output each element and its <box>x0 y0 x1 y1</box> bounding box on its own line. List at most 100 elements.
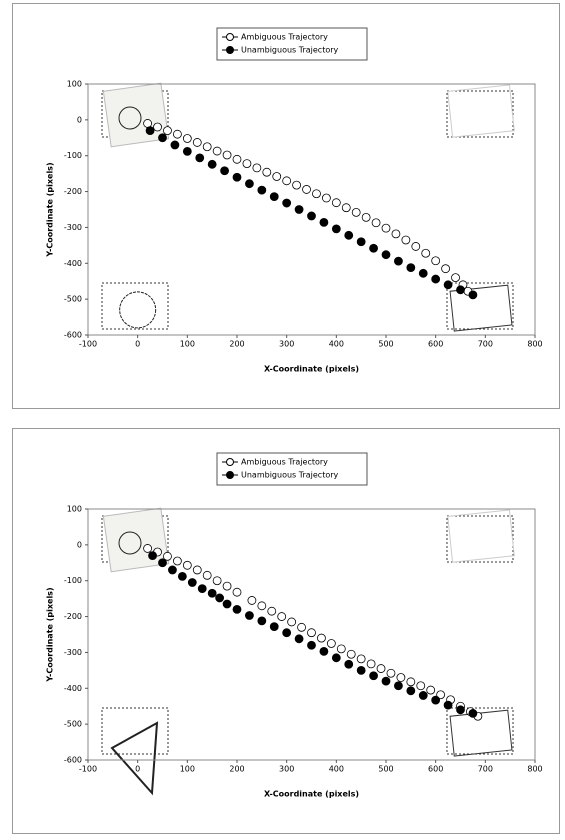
legend-label: Unambiguous Trajectory <box>241 46 339 55</box>
data-point <box>386 668 396 678</box>
data-point <box>312 189 321 199</box>
data-point <box>232 154 242 164</box>
data-point <box>267 606 277 616</box>
data-point <box>282 198 292 208</box>
x-tick-label: 400 <box>329 765 344 774</box>
x-tick-label: -100 <box>79 340 97 349</box>
data-point <box>232 172 242 182</box>
data-point <box>443 700 453 710</box>
data-point <box>331 224 341 234</box>
y-tick-label: -600 <box>64 756 82 765</box>
data-point <box>158 558 167 568</box>
x-tick-label: 100 <box>180 340 195 349</box>
y-tick-label: -600 <box>64 331 82 340</box>
y-tick-label: -500 <box>64 720 82 729</box>
data-point <box>222 581 232 591</box>
data-point <box>192 565 202 575</box>
data-point <box>297 622 306 632</box>
data-point <box>282 628 292 638</box>
y-tick-label: -300 <box>64 223 82 232</box>
data-point <box>326 639 336 648</box>
x-tick-label: 300 <box>279 340 294 349</box>
data-point <box>177 572 187 581</box>
data-point <box>391 229 401 239</box>
target-box <box>446 707 514 755</box>
x-tick-label: 600 <box>428 765 443 774</box>
y-tick-label: -100 <box>64 576 82 585</box>
data-point <box>232 604 242 614</box>
data-point <box>282 176 292 186</box>
y-tick-label: -400 <box>64 259 82 268</box>
data-point <box>242 159 252 169</box>
y-tick-label: 100 <box>67 505 82 514</box>
data-point <box>317 633 326 643</box>
data-point <box>163 551 172 561</box>
x-tick-label: 0 <box>135 765 140 774</box>
legend-marker <box>226 458 234 466</box>
target-box <box>101 282 169 330</box>
data-point <box>257 601 267 611</box>
data-point <box>168 565 177 575</box>
data-point <box>182 147 192 156</box>
data-point <box>346 649 356 659</box>
legend-marker <box>226 471 234 479</box>
data-point <box>257 185 267 195</box>
x-tick-label: 200 <box>229 765 244 774</box>
data-point <box>215 593 225 603</box>
x-tick-label: 200 <box>229 340 244 349</box>
x-tick-label: 0 <box>135 340 140 349</box>
y-tick-label: -100 <box>64 151 82 160</box>
data-point <box>321 193 331 203</box>
y-tick-label: 0 <box>77 115 82 124</box>
data-point <box>406 263 416 272</box>
target-box <box>446 282 514 330</box>
data-point <box>381 250 391 260</box>
x-tick-label: 100 <box>180 765 195 774</box>
y-tick-label: -500 <box>64 295 82 304</box>
x-tick-label: 300 <box>279 765 294 774</box>
data-point <box>245 179 254 189</box>
plot-frame <box>87 83 536 336</box>
data-point <box>172 129 182 139</box>
x-axis-label: X-Coordinate (pixels) <box>264 790 359 799</box>
plot-frame <box>87 508 536 761</box>
data-point <box>269 622 279 632</box>
data-point <box>307 640 316 650</box>
x-tick-label: -100 <box>79 765 97 774</box>
y-tick-label: -300 <box>64 648 82 657</box>
data-point <box>441 264 451 274</box>
data-point <box>381 676 391 686</box>
data-point <box>294 634 304 644</box>
x-tick-label: 500 <box>378 765 393 774</box>
data-point <box>418 268 428 278</box>
picture-frame <box>447 84 515 138</box>
data-point <box>187 578 197 587</box>
data-point <box>468 290 478 300</box>
data-point <box>411 242 421 251</box>
data-point <box>451 273 460 283</box>
data-point <box>336 644 346 654</box>
data-point <box>394 256 403 266</box>
x-tick-label: 400 <box>329 340 344 349</box>
icon <box>118 531 142 555</box>
data-point <box>252 163 262 173</box>
legend-label: Unambiguous Trajectory <box>241 471 339 480</box>
legend-marker <box>226 46 234 54</box>
data-point <box>170 140 180 150</box>
data-point <box>192 138 202 147</box>
target-box <box>101 707 169 755</box>
x-tick-label: 700 <box>478 340 493 349</box>
legend-box <box>216 27 368 61</box>
data-point <box>361 212 371 222</box>
data-point <box>172 556 182 566</box>
target-box <box>446 515 514 563</box>
x-tick-label: 600 <box>428 340 443 349</box>
data-point <box>331 653 341 663</box>
data-point <box>416 681 426 691</box>
chart-frame <box>12 428 560 834</box>
data-point <box>436 690 446 700</box>
chart: -100 0 100 200 300 400 500 600 700 800 -600 -500 -40… <box>12 428 560 834</box>
data-point <box>294 205 304 214</box>
data-point <box>302 185 311 194</box>
